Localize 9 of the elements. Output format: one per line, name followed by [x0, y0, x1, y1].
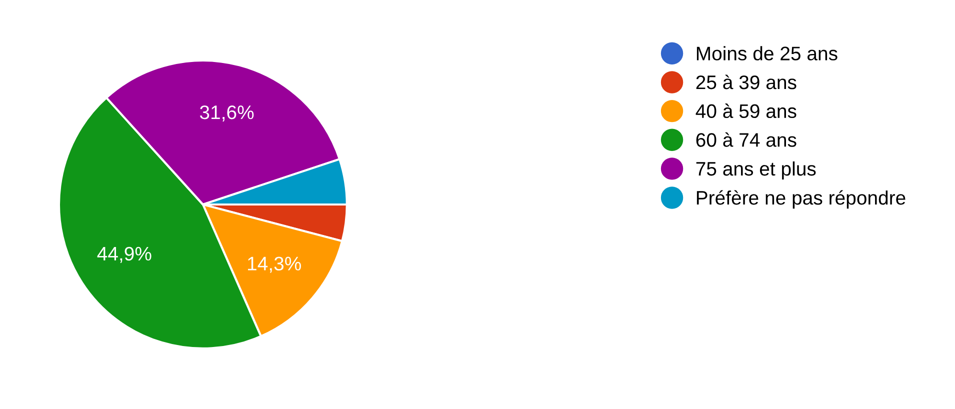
legend-label: 40 à 59 ans — [696, 104, 796, 118]
data-label: 14,3% — [248, 256, 301, 273]
legend-label: 25 à 39 ans — [696, 74, 796, 90]
legend-label: Préfère ne pas répondre — [696, 190, 906, 209]
legend-label: 75 ans et plus — [696, 161, 816, 180]
data-label: 31,6% — [200, 105, 254, 122]
legend-label: 60 à 74 ans — [696, 132, 796, 147]
data-label: 44,9% — [97, 246, 152, 263]
legend-label: Moins de 25 ans — [696, 46, 838, 60]
